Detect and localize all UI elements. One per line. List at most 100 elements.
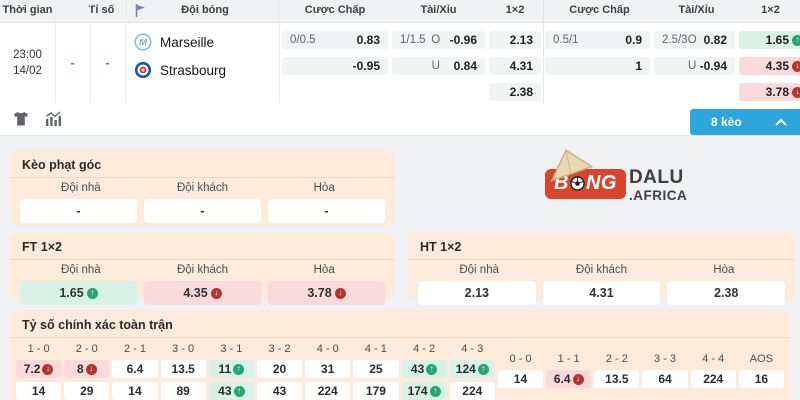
header-overunder-2: Tài/Xỉu [678, 4, 715, 16]
trend-up-icon: ↑ [233, 363, 245, 375]
score-column: 4 - 4 224 [690, 341, 736, 400]
ht-home-odds: 2.13 [418, 281, 536, 305]
score-odds-cell: 11 ↑ [208, 360, 254, 378]
score-column: 3 - 1 11 ↑ 43 ↑ [208, 341, 254, 400]
overunder-odds-cell[interactable]: 2.5/3 O 0.82 [654, 31, 735, 49]
score-odds-cell: 64 [642, 370, 688, 388]
score-odds-cell: 13.5 [160, 360, 206, 378]
away-team-row[interactable]: Strasbourg [134, 60, 226, 80]
score-odds-cell: 16 [738, 370, 784, 388]
brand-letters: NG [585, 172, 617, 194]
card-title: Kèo phạt góc [10, 150, 395, 178]
jersey-icon[interactable] [12, 110, 30, 128]
divider [55, 0, 56, 103]
score-column: 3 - 2 20 43 [256, 341, 303, 400]
home-team-row[interactable]: M Marseille [134, 32, 214, 52]
odds-value: 2.13 [509, 33, 533, 47]
header-overunder-1: Tài/Xỉu [420, 4, 457, 16]
market-count-button[interactable]: 8 kèo [690, 109, 800, 135]
africa-wordmark: .AFRICA [628, 188, 688, 203]
corner-flag-icon [134, 3, 146, 21]
dalu-wordmark: DALU [628, 167, 684, 188]
soccer-ball-icon [570, 176, 585, 191]
ft-draw-odds: 3.78 ↓ [268, 281, 385, 305]
match-odds-table: Thời gian Tỉ số Đội bóng Cược Chấp Tài/X… [0, 0, 800, 104]
1x2-odds-cell[interactable]: 3.78 ↓ [739, 83, 800, 101]
trend-down-icon: ↓ [85, 363, 97, 375]
handicap-odds-cell[interactable]: 1 [545, 57, 650, 75]
col-home-label: Đội nhà [61, 182, 101, 194]
score-column: 1 - 0 7.2 ↓ 14 [16, 341, 62, 400]
col-draw-label: Hòa [713, 264, 735, 276]
1x2-odds-cell[interactable]: 4.35 ↓ [739, 57, 800, 75]
score-odds-cell: 43 ↑ [208, 382, 254, 400]
score-label: 3 - 0 [172, 343, 195, 355]
score-odds-cell: 43 ↑ [401, 360, 447, 378]
1x2-odds-cell[interactable]: 2.38 [489, 83, 541, 101]
divider [125, 0, 126, 103]
header-1x2-1: 1×2 [505, 4, 525, 16]
overunder-odds-cell[interactable]: 1/1.5 O -0.96 [392, 31, 485, 49]
score-label: 0 - 0 [509, 353, 532, 365]
1x2-odds-cell[interactable]: 4.31 [489, 57, 541, 75]
odds-chart-icon[interactable] [44, 110, 62, 128]
score-odds-cell: 179 [353, 382, 399, 400]
kickoff-date: 14/02 [13, 64, 42, 77]
handicap-odds-cell[interactable]: 0/0.5 0.83 [282, 31, 388, 49]
trend-down-icon: ↓ [42, 363, 54, 375]
score-column: 2 - 2 13.5 [594, 341, 640, 400]
score-label: 4 - 4 [702, 353, 725, 365]
away-team-name[interactable]: Strasbourg [160, 62, 227, 78]
trend-down-icon: ↓ [210, 287, 222, 299]
score-odds-cell: 13.5 [594, 370, 640, 388]
overunder-odds-cell[interactable]: U -0.94 [654, 57, 735, 75]
score-odds-cell: 124 ↑ [449, 360, 495, 378]
corner-odds-card: Kèo phạt góc Đội nhà Đội khách Hòa - - - [10, 150, 395, 226]
score-column: 4 - 1 25 179 [353, 341, 399, 400]
score-label: 2 - 0 [75, 343, 98, 355]
odds-value: 2.38 [509, 85, 533, 99]
trend-up-icon: ↑ [429, 385, 441, 397]
1x2-odds-cell[interactable]: 2.13 [489, 31, 541, 49]
col-draw-label: Hòa [313, 264, 335, 276]
score-column: 1 - 1 6.4 ↓ [546, 341, 592, 400]
col-home-label: Đội nhà [61, 264, 101, 276]
card-title: Tỷ số chính xác toàn trận [10, 310, 790, 338]
score-column: 4 - 3 124 ↑ 224 [449, 341, 495, 400]
score-odds-cell: 6.4 [112, 360, 158, 378]
score-column: 4 - 0 31 224 [305, 341, 351, 400]
kickoff-time: 23:00 [13, 48, 42, 61]
odds-value: -0.94 [699, 59, 727, 73]
header-team: Đội bóng [181, 4, 229, 16]
overunder-odds-cell[interactable]: U 0.84 [392, 57, 485, 75]
handicap-odds-cell[interactable]: 0.5/1 0.9 [545, 31, 650, 49]
odds-value: -0.95 [352, 59, 380, 73]
col-away-label: Đội khách [176, 264, 229, 276]
trend-down-icon: ↓ [792, 60, 800, 72]
score-label: 3 - 3 [654, 353, 677, 365]
ou-side: U [431, 60, 440, 72]
odds-value: 0.84 [453, 59, 477, 73]
col-draw-label: Hòa [313, 182, 335, 194]
score-label: 3 - 1 [220, 343, 243, 355]
score-label: 3 - 2 [268, 343, 291, 355]
handicap-line: 0.5/1 [553, 34, 579, 46]
market-count-label: 8 kèo [711, 115, 742, 129]
divider [279, 0, 280, 103]
score-column: 3 - 3 64 [642, 341, 688, 400]
score-label: 1 - 0 [27, 343, 50, 355]
odds-grid: 0/0.5 0.83 1/1.5 O -0.96 2.13 0.5/1 0.9 2.5/… [282, 31, 800, 109]
home-team-name[interactable]: Marseille [160, 34, 215, 50]
1x2-odds-cell[interactable]: 1.65 ↑ [739, 31, 800, 49]
home-score: - [70, 55, 75, 70]
trend-down-icon: ↓ [334, 287, 346, 299]
header-handicap-1: Cược Chấp [304, 4, 366, 16]
score-odds-cell: 14 [16, 382, 62, 400]
strasbourg-logo [134, 61, 152, 79]
col-home-label: Đội nhà [459, 264, 499, 276]
odds-value: 1.65 [765, 33, 789, 47]
trend-down-icon: ↓ [572, 373, 584, 385]
divider [90, 0, 91, 103]
handicap-odds-cell[interactable]: -0.95 [282, 57, 388, 75]
score-odds-cell: 20 [256, 360, 303, 378]
